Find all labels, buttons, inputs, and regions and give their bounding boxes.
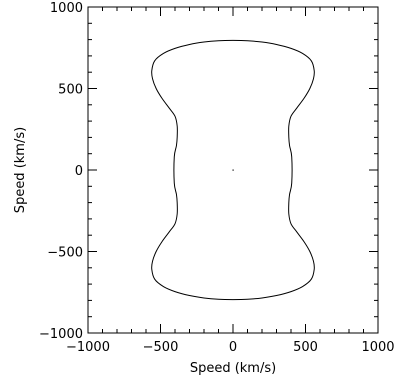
x-tick-label: −500: [143, 340, 179, 355]
y-axis-label: Speed (km/s): [13, 127, 28, 213]
plot-frame: [87, 6, 379, 334]
y-tick-label: −500: [47, 246, 83, 261]
x-tick-label: −1000: [66, 340, 110, 355]
y-tick-label: 500: [58, 83, 83, 98]
y-tick-label: −1000: [39, 327, 83, 342]
y-tick-label: 1000: [50, 1, 83, 16]
y-tick-label: 0: [75, 164, 83, 179]
x-tick-label: 0: [229, 340, 237, 355]
x-axis-label: Speed (km/s): [190, 361, 276, 376]
x-tick-labels: −1000 −500 0 500 1000: [66, 340, 395, 355]
y-tick-labels: −1000 −500 0 500 1000: [39, 1, 83, 342]
x-tick-label: 1000: [361, 340, 394, 355]
series-group: [151, 39, 315, 301]
center-marker-group: [232, 169, 234, 171]
x-tick-label: 500: [293, 340, 318, 355]
center-marker: [232, 169, 234, 171]
series-line: [151, 39, 315, 301]
